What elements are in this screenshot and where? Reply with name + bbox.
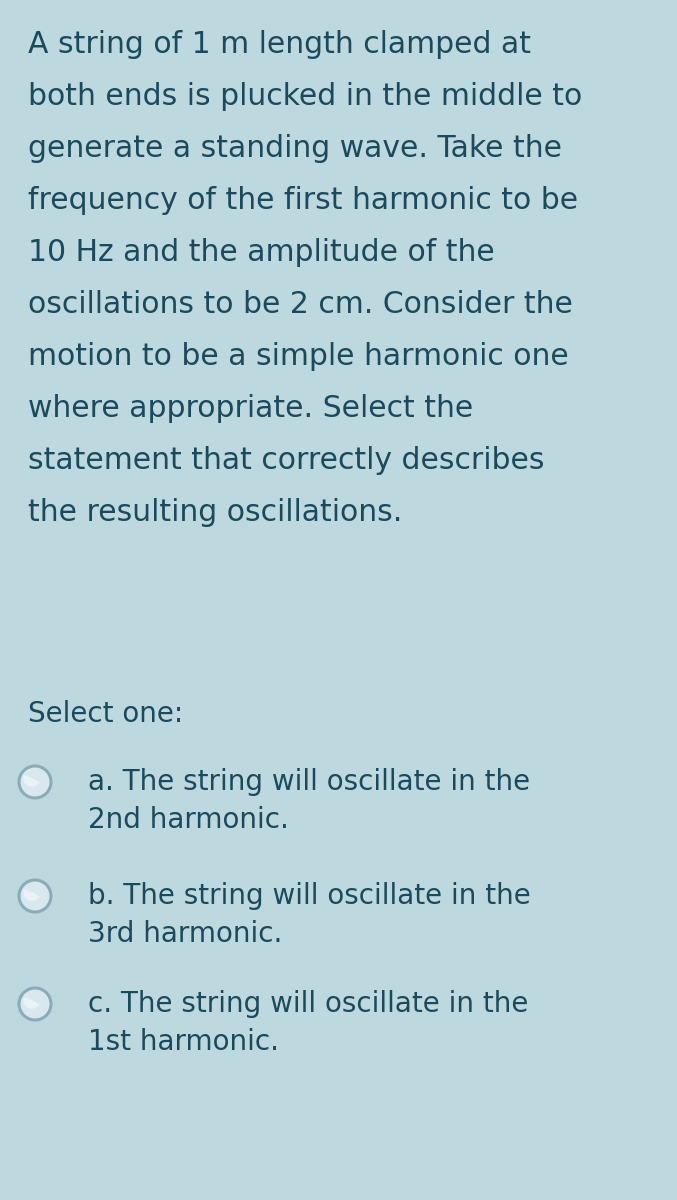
Ellipse shape bbox=[19, 988, 51, 1020]
Ellipse shape bbox=[19, 880, 51, 912]
Text: 3rd harmonic.: 3rd harmonic. bbox=[88, 920, 282, 948]
Text: both ends is plucked in the middle to: both ends is plucked in the middle to bbox=[28, 82, 582, 110]
Text: b. The string will oscillate in the: b. The string will oscillate in the bbox=[88, 882, 531, 910]
Wedge shape bbox=[23, 997, 40, 1009]
Text: A string of 1 m length clamped at: A string of 1 m length clamped at bbox=[28, 30, 531, 59]
Text: c. The string will oscillate in the: c. The string will oscillate in the bbox=[88, 990, 528, 1018]
Text: a. The string will oscillate in the: a. The string will oscillate in the bbox=[88, 768, 530, 796]
Text: 2nd harmonic.: 2nd harmonic. bbox=[88, 806, 289, 834]
Text: 10 Hz and the amplitude of the: 10 Hz and the amplitude of the bbox=[28, 238, 495, 266]
Wedge shape bbox=[23, 775, 40, 787]
Text: generate a standing wave. Take the: generate a standing wave. Take the bbox=[28, 134, 562, 163]
Text: the resulting oscillations.: the resulting oscillations. bbox=[28, 498, 402, 527]
Ellipse shape bbox=[19, 766, 51, 798]
Text: 1st harmonic.: 1st harmonic. bbox=[88, 1028, 279, 1056]
Text: where appropriate. Select the: where appropriate. Select the bbox=[28, 394, 473, 422]
Text: frequency of the first harmonic to be: frequency of the first harmonic to be bbox=[28, 186, 578, 215]
Text: oscillations to be 2 cm. Consider the: oscillations to be 2 cm. Consider the bbox=[28, 290, 573, 319]
Wedge shape bbox=[23, 889, 40, 901]
Text: Select one:: Select one: bbox=[28, 700, 183, 728]
Text: statement that correctly describes: statement that correctly describes bbox=[28, 446, 544, 475]
Text: motion to be a simple harmonic one: motion to be a simple harmonic one bbox=[28, 342, 569, 371]
